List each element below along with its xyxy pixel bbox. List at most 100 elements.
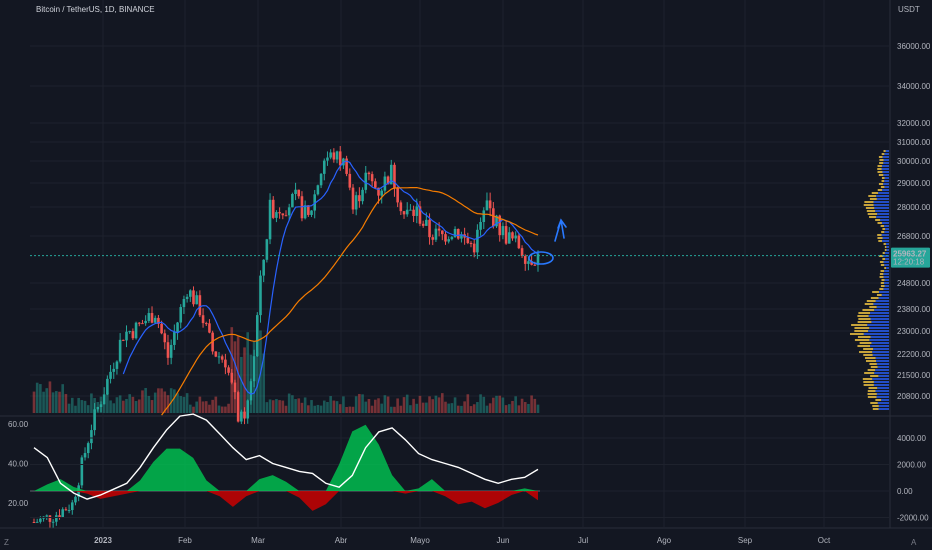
volume-profile-bar bbox=[872, 354, 889, 356]
candle-body bbox=[351, 187, 355, 210]
candle-body bbox=[287, 207, 291, 216]
osc-right-tick: 2000.00 bbox=[897, 461, 926, 470]
volume-profile-bar bbox=[877, 189, 883, 191]
volume-bar bbox=[428, 396, 431, 413]
volume-profile-bar bbox=[862, 378, 873, 380]
last-price-label: 25963.27 bbox=[893, 250, 927, 259]
volume-profile-bar bbox=[864, 357, 876, 359]
volume-bar bbox=[345, 406, 348, 413]
candle-body bbox=[185, 296, 189, 299]
volume-profile-bar bbox=[854, 327, 870, 329]
candle-body bbox=[507, 232, 511, 244]
candle-body bbox=[48, 515, 52, 522]
candle-body bbox=[456, 228, 460, 239]
volume-bar bbox=[441, 393, 444, 413]
volume-profile-bar bbox=[882, 228, 886, 230]
volume-bar bbox=[131, 396, 135, 413]
candle-body bbox=[498, 215, 502, 236]
volume-bar bbox=[125, 398, 128, 413]
volume-bar bbox=[313, 405, 317, 413]
volume-profile-bar bbox=[880, 270, 885, 272]
volume-bar bbox=[265, 402, 269, 413]
corner-right-label[interactable]: A bbox=[911, 538, 917, 547]
candle-body bbox=[322, 160, 326, 174]
candle-body bbox=[70, 502, 74, 511]
candle-body bbox=[268, 199, 272, 240]
volume-bar bbox=[198, 396, 202, 413]
candle-body bbox=[437, 228, 441, 231]
candle-body bbox=[453, 228, 457, 238]
volume-bar bbox=[220, 406, 224, 413]
volume-bar bbox=[380, 403, 383, 413]
volume-bar bbox=[364, 401, 368, 413]
volume-bar bbox=[389, 406, 393, 413]
candle-body bbox=[495, 215, 498, 227]
volume-profile-bar bbox=[883, 261, 889, 263]
volume-profile-bar bbox=[870, 402, 878, 404]
candle-body bbox=[492, 208, 495, 227]
price-tick-label: 22200.00 bbox=[897, 350, 931, 359]
price-tick-label: 29000.00 bbox=[897, 179, 931, 188]
volume-bar bbox=[530, 395, 533, 413]
volume-bar bbox=[176, 393, 179, 413]
volume-profile-bar bbox=[884, 225, 889, 227]
candle-body bbox=[230, 372, 234, 383]
candle-body bbox=[418, 206, 422, 224]
candle-body bbox=[335, 151, 339, 160]
candle-body bbox=[166, 342, 170, 358]
candle-body bbox=[118, 339, 122, 362]
volume-bar bbox=[271, 400, 275, 413]
volume-bar bbox=[137, 399, 141, 413]
volume-profile-bar bbox=[873, 348, 889, 350]
candle-body bbox=[160, 323, 163, 334]
price-tick-label: 34000.00 bbox=[897, 82, 931, 91]
volume-profile-bar bbox=[878, 291, 889, 293]
price-tick-label: 20800.00 bbox=[897, 392, 931, 401]
volume-bar bbox=[303, 397, 307, 413]
candle-body bbox=[259, 275, 262, 316]
candle-body bbox=[338, 151, 342, 166]
volume-bar bbox=[70, 397, 74, 413]
candle-body bbox=[109, 371, 112, 379]
volume-profile-bar bbox=[866, 210, 876, 212]
volume-profile-bar bbox=[884, 270, 889, 272]
candle-body bbox=[297, 189, 301, 197]
volume-bar bbox=[99, 396, 103, 413]
candle-body bbox=[227, 367, 230, 373]
candle-body bbox=[389, 164, 393, 185]
volume-profile-bar bbox=[863, 348, 874, 350]
corner-left-label[interactable]: Z bbox=[4, 538, 9, 547]
candle-body bbox=[106, 378, 109, 395]
volume-bar bbox=[348, 406, 352, 413]
candle-body bbox=[409, 209, 412, 211]
volume-profile-bar bbox=[884, 264, 889, 266]
volume-bar bbox=[42, 391, 45, 413]
volume-profile-bar bbox=[849, 333, 864, 335]
volume-bar bbox=[150, 400, 154, 413]
volume-profile-bar bbox=[880, 285, 885, 287]
candle-body bbox=[255, 315, 259, 357]
candle-body bbox=[176, 322, 179, 333]
price-tick-label: 24800.00 bbox=[897, 279, 931, 288]
volume-profile-bar bbox=[863, 354, 873, 356]
volume-bar bbox=[147, 395, 151, 413]
osc-right-tick: 0.00 bbox=[897, 487, 913, 496]
volume-bar bbox=[93, 398, 96, 413]
candle-body bbox=[131, 331, 135, 339]
volume-profile-bar bbox=[874, 309, 889, 311]
candle-body bbox=[179, 307, 183, 323]
last-price-badge bbox=[891, 247, 930, 268]
volume-profile-bar bbox=[870, 312, 889, 314]
volume-bar bbox=[169, 388, 173, 413]
volume-profile-bar bbox=[886, 267, 889, 269]
time-tick-label: Mar bbox=[251, 536, 265, 545]
volume-bar bbox=[405, 394, 409, 413]
osc-right-tick: 4000.00 bbox=[897, 434, 926, 443]
candle-body bbox=[67, 510, 71, 512]
volume-profile-bar bbox=[882, 258, 886, 260]
candle-body bbox=[303, 205, 307, 219]
volume-bar bbox=[86, 405, 90, 413]
volume-bar bbox=[189, 404, 192, 413]
candle-body bbox=[217, 356, 221, 358]
